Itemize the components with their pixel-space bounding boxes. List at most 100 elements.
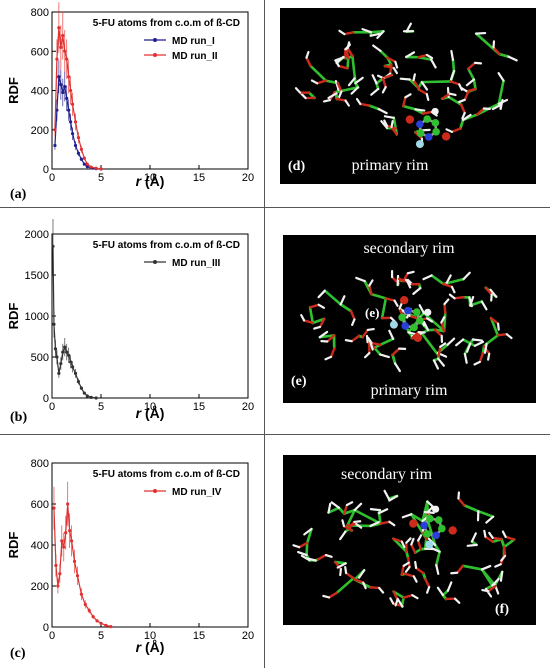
- data-point: [69, 88, 73, 93]
- carbon-bond: [373, 346, 382, 356]
- hydrogen-bond: [425, 317, 434, 323]
- oxygen-bond: [414, 566, 425, 575]
- data-point: [63, 345, 67, 349]
- carbon-bond: [434, 550, 441, 567]
- carbon-bond: [380, 297, 388, 320]
- data-point: [62, 545, 66, 549]
- data-point: [99, 167, 103, 171]
- oxygen-bond: [350, 334, 361, 343]
- hydrogen-bond: [334, 56, 345, 62]
- hydrogen-bond: [450, 49, 455, 62]
- guest-atom: [423, 530, 432, 538]
- hydrogen-bond: [322, 98, 332, 103]
- hydrogen-bond: [505, 333, 513, 340]
- hydrogen-bond: [363, 351, 371, 359]
- hydrogen-bond: [353, 520, 362, 524]
- oxygen-bond: [359, 102, 371, 107]
- data-point: [56, 584, 60, 588]
- hydrogen-bond: [461, 113, 472, 122]
- data-point: [53, 347, 58, 351]
- panel-label: (a): [10, 187, 27, 202]
- hydrogen-bond: [450, 285, 456, 294]
- hydrogen-bond: [439, 342, 447, 348]
- hydrogen-bond: [405, 537, 412, 544]
- y-tick-label: 600: [31, 46, 49, 58]
- hydrogen-bond: [436, 586, 445, 597]
- hydrogen-bond: [455, 338, 465, 347]
- hydrogen-bond: [461, 111, 466, 120]
- hydrogen-bond: [507, 55, 518, 62]
- oxygen-bond: [440, 321, 446, 333]
- hydrogen-bond: [300, 92, 307, 100]
- data-point: [76, 151, 81, 155]
- x-axis-label: r (Å): [136, 173, 165, 189]
- carbon-bond: [342, 508, 356, 515]
- carbon-bond: [309, 64, 328, 82]
- oxygen-bond: [336, 81, 343, 93]
- data-point: [57, 371, 61, 375]
- hydrogen-bond: [376, 30, 385, 40]
- hydrogen-bond: [399, 77, 411, 81]
- hydrogen-bond: [406, 270, 415, 275]
- carbon-bond: [311, 317, 326, 325]
- panel-label: (b): [10, 410, 27, 425]
- hydrogen-bond: [483, 342, 488, 354]
- hydrogen-bond: [462, 271, 471, 281]
- carbon-bond: [391, 353, 397, 365]
- oxygen-bond: [344, 571, 355, 580]
- x-tick-label: 15: [193, 630, 205, 642]
- data-point: [69, 120, 73, 124]
- oxygen-bond: [416, 539, 422, 551]
- oxygen-bond: [370, 341, 382, 346]
- data-point: [73, 143, 78, 148]
- hydrogen-bond: [300, 314, 306, 322]
- rim-label: primary rim: [352, 157, 429, 174]
- oxygen-bond: [460, 103, 466, 115]
- guest-fluorine-atom: [415, 140, 424, 149]
- hydrogen-bond: [411, 594, 419, 600]
- oxygen-bond: [410, 543, 417, 554]
- hydrogen-bond: [344, 43, 351, 51]
- hydrogen-bond: [420, 81, 429, 91]
- carbon-bond: [379, 49, 389, 59]
- hydrogen-bond: [483, 529, 487, 538]
- hydrogen-bond: [457, 491, 461, 500]
- hydrogen-bond: [388, 520, 396, 527]
- guest-atom: [424, 133, 433, 141]
- hydrogen-bond: [497, 72, 505, 82]
- x-tick-label: 10: [144, 401, 156, 413]
- legend-marker: [153, 489, 157, 493]
- guest-atom: [401, 322, 410, 330]
- data-point: [79, 157, 83, 161]
- oxygen-bond: [433, 328, 443, 338]
- data-point: [59, 361, 63, 366]
- data-point: [79, 386, 83, 390]
- carbon-bond: [462, 503, 480, 513]
- hydrogen-bond: [388, 329, 395, 340]
- carbon-bond: [497, 79, 505, 106]
- hydrogen-bond: [366, 327, 375, 332]
- carbon-bond: [430, 274, 445, 286]
- guest-atom: [416, 129, 425, 137]
- hydrogen-bond: [499, 570, 504, 582]
- carbon-bond: [305, 541, 309, 557]
- hydrogen-bond: [338, 90, 343, 99]
- panel-label: (d): [288, 159, 305, 174]
- data-point: [59, 83, 63, 87]
- hydrogen-bond: [383, 489, 390, 500]
- oxygen-bond: [349, 309, 356, 321]
- oxygen-bond: [492, 46, 501, 56]
- hydrogen-bond: [377, 508, 389, 515]
- data-point: [70, 132, 75, 136]
- x-tick-label: 10: [144, 630, 156, 642]
- hydrogen-bond: [422, 274, 433, 281]
- carbon-bond: [367, 104, 380, 111]
- hydrogen-bond: [425, 53, 434, 60]
- hydrogen-bond: [418, 304, 426, 315]
- molecule-render-f: secondary rim (f): [292, 466, 516, 617]
- carbon-bond: [420, 331, 440, 357]
- oxygen-bond: [487, 584, 497, 593]
- hydrogen-bond: [369, 521, 380, 527]
- grid-divider-row-2: [0, 434, 550, 435]
- carbon-bond: [392, 116, 398, 130]
